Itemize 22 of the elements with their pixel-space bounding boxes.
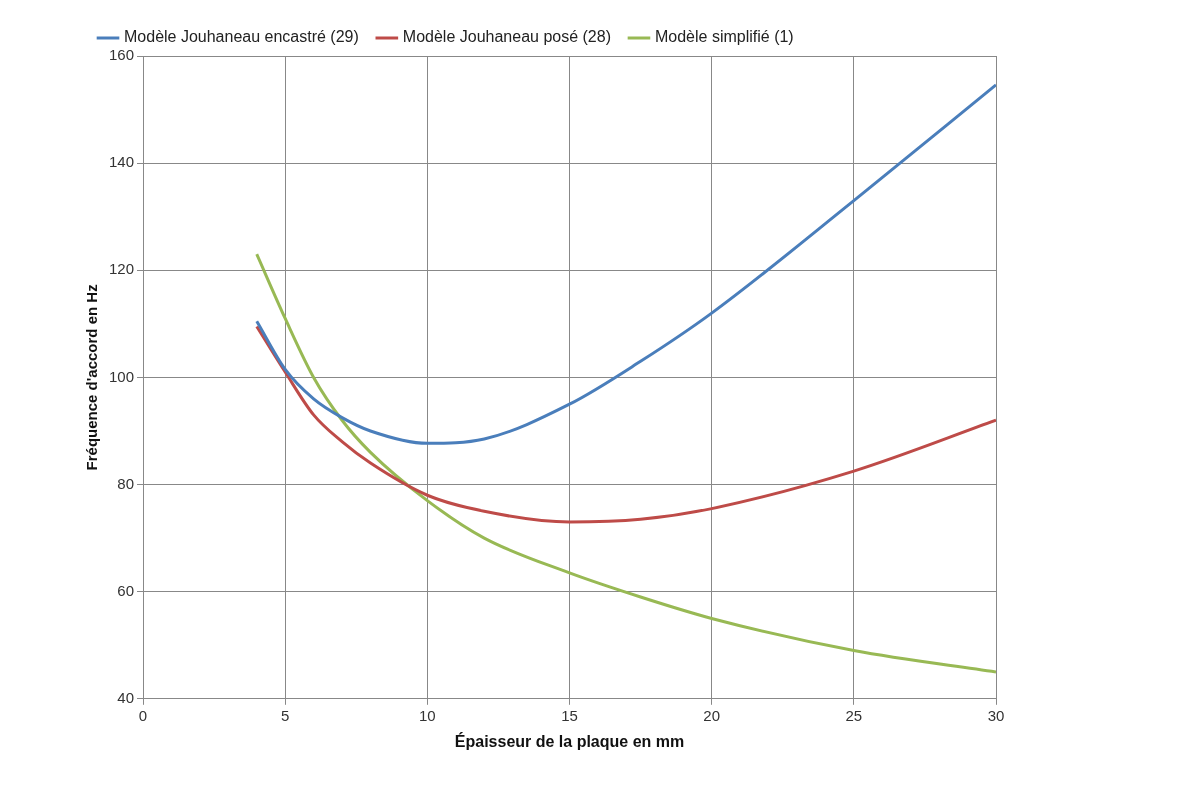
y-axis-title: Fréquence d'accord en Hz	[83, 284, 101, 471]
x-axis-title: Épaisseur de la plaque en mm	[454, 731, 685, 750]
x-tick-label: 10	[419, 706, 436, 724]
y-tick-label: 140	[109, 153, 135, 171]
line-series	[255, 83, 996, 445]
line-series	[255, 252, 996, 674]
legend-label: Modèle simplifié (1)	[654, 28, 794, 46]
x-tick-label: 0	[138, 706, 148, 724]
y-tick-label: 40	[117, 688, 135, 706]
y-tick-label: 80	[117, 474, 135, 492]
x-tick-label: 30	[987, 706, 1005, 724]
y-tick-label: 160	[109, 46, 135, 64]
y-tick-label: 120	[109, 260, 135, 278]
x-tick-label: 20	[703, 706, 721, 724]
legend-label: Modèle Jouhaneau encastré (29)	[124, 28, 359, 46]
x-tick-label: 5	[281, 706, 290, 724]
x-tick-label: 25	[845, 706, 863, 724]
y-tick-label: 100	[109, 367, 135, 385]
x-tick-label: 15	[561, 706, 578, 724]
line-series	[255, 325, 996, 524]
legend-label: Modèle Jouhaneau posé (28)	[402, 28, 611, 46]
y-tick-label: 60	[117, 581, 135, 599]
